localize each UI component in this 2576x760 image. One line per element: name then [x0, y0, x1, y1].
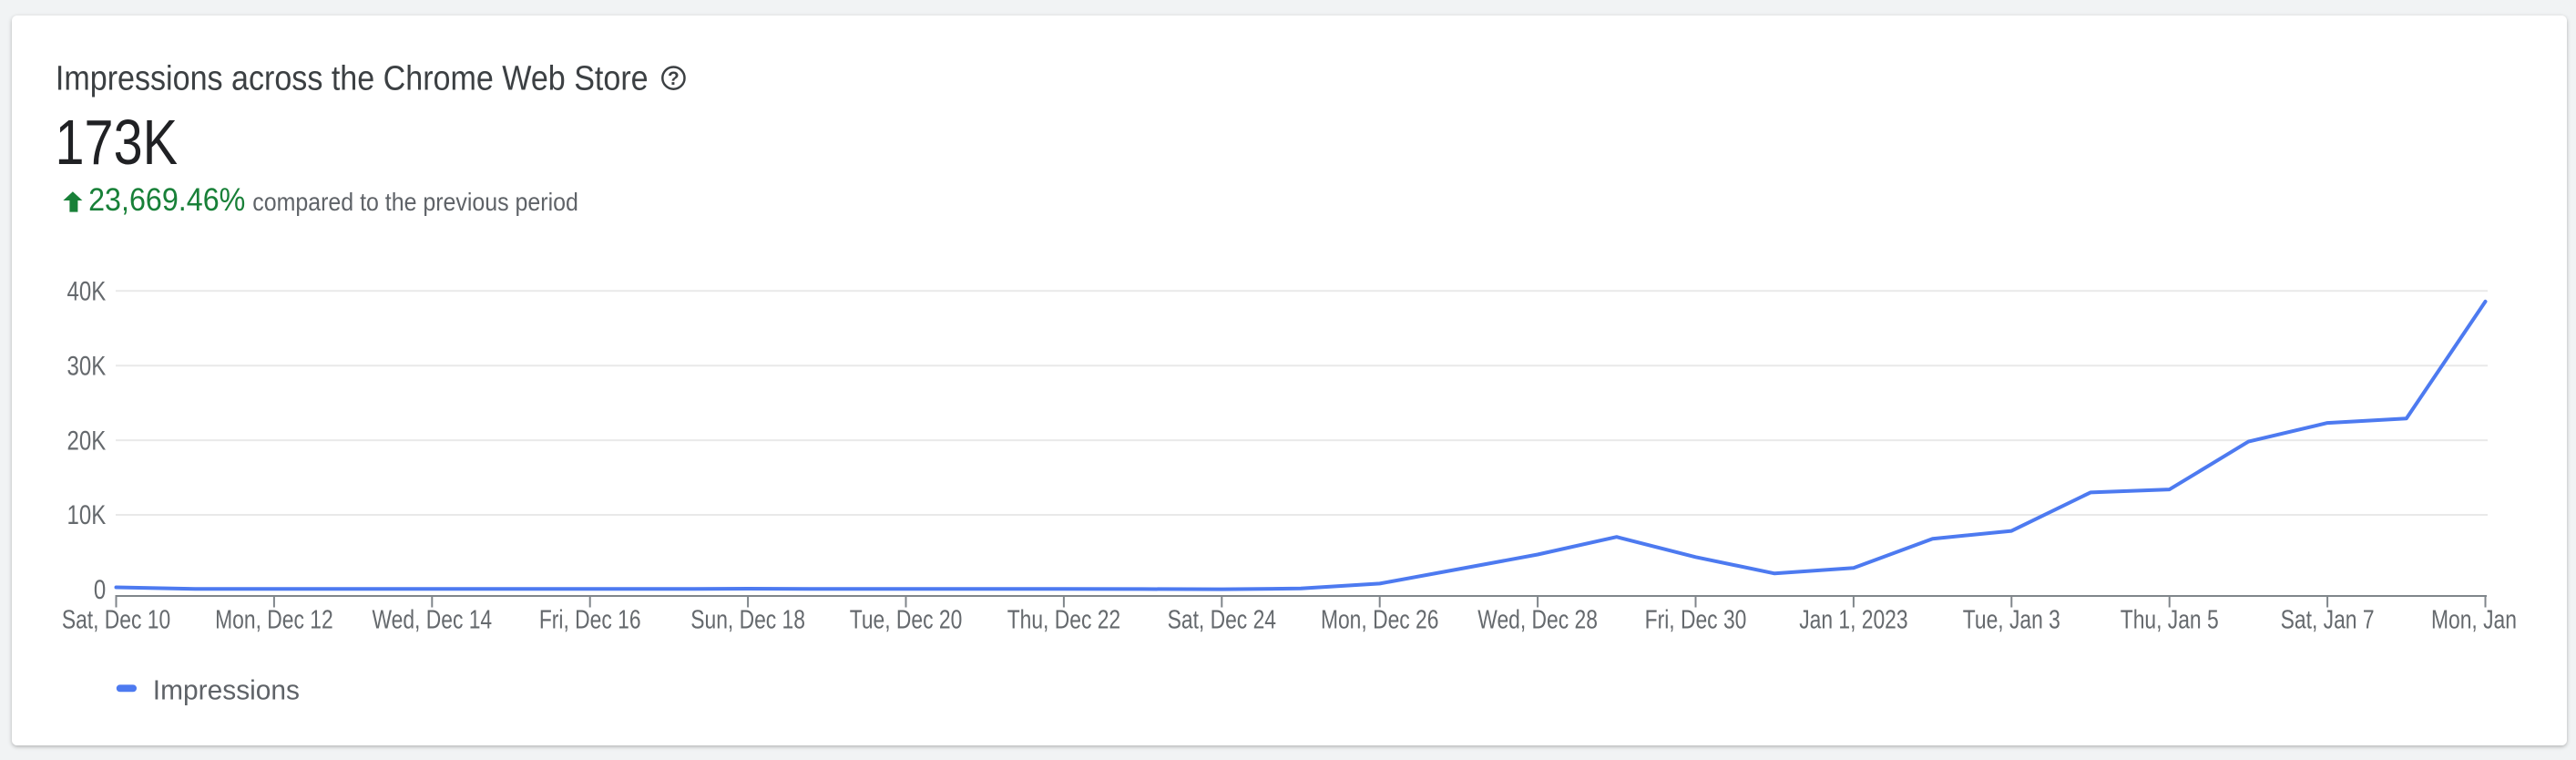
svg-text:Fri, Dec 16: Fri, Dec 16 [539, 604, 641, 634]
svg-text:40K: 40K [67, 275, 107, 306]
svg-text:0: 0 [94, 574, 106, 605]
svg-text:Impressions across the Chrome: Impressions across the Chrome Web Store [56, 58, 649, 98]
svg-text:173K: 173K [56, 107, 179, 179]
svg-text:Thu, Jan 5: Thu, Jan 5 [2121, 604, 2219, 634]
svg-text:Sat, Jan 7: Sat, Jan 7 [2281, 604, 2375, 634]
svg-text:Tue, Dec 20: Tue, Dec 20 [850, 604, 963, 634]
svg-text:compared to the previous perio: compared to the previous period [252, 188, 578, 217]
svg-text:Wed, Dec 28: Wed, Dec 28 [1477, 604, 1598, 634]
svg-text:?: ? [668, 68, 680, 89]
svg-text:Mon, Jan: Mon, Jan [2431, 604, 2517, 634]
svg-text:Sat, Dec 24: Sat, Dec 24 [1168, 604, 1276, 634]
svg-text:Thu, Dec 22: Thu, Dec 22 [1007, 604, 1120, 634]
svg-text:Mon, Dec 12: Mon, Dec 12 [215, 604, 332, 634]
svg-text:Wed, Dec 14: Wed, Dec 14 [372, 604, 492, 634]
svg-text:Sat, Dec 10: Sat, Dec 10 [62, 604, 170, 634]
svg-text:Sun, Dec 18: Sun, Dec 18 [690, 604, 805, 634]
svg-text:Fri, Dec 30: Fri, Dec 30 [1645, 604, 1747, 634]
svg-text:Jan 1, 2023: Jan 1, 2023 [1799, 604, 1907, 634]
svg-text:Tue, Jan 3: Tue, Jan 3 [1963, 604, 2060, 634]
svg-text:Mon, Dec 26: Mon, Dec 26 [1321, 604, 1438, 634]
svg-text:Impressions: Impressions [153, 674, 300, 706]
svg-text:10K: 10K [67, 499, 107, 530]
svg-text:20K: 20K [67, 425, 107, 456]
svg-text:30K: 30K [67, 350, 107, 381]
svg-text:23,669.46%: 23,669.46% [88, 183, 245, 218]
